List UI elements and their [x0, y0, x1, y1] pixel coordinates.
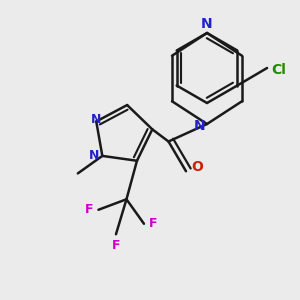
Text: N: N [89, 149, 99, 162]
Text: F: F [112, 239, 120, 252]
Text: F: F [149, 217, 158, 230]
Text: O: O [191, 160, 203, 174]
Text: N: N [201, 16, 213, 31]
Text: N: N [194, 118, 205, 133]
Text: Cl: Cl [271, 63, 286, 77]
Text: N: N [91, 113, 101, 126]
Text: F: F [85, 203, 94, 216]
